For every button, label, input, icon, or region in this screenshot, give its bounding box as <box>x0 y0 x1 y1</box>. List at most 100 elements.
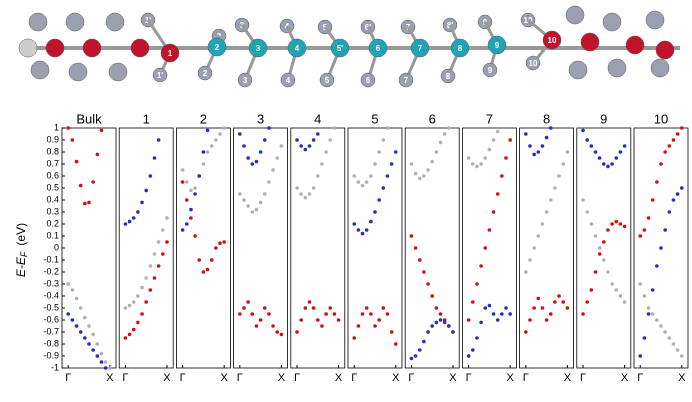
atom <box>650 58 670 78</box>
y-tick-label: -0.4 <box>43 290 59 300</box>
y-tick-label: 0.7 <box>46 158 59 168</box>
band-point <box>585 210 589 214</box>
band-point <box>655 264 659 268</box>
band-point <box>470 300 475 304</box>
y-tick-label: -1 <box>51 362 59 372</box>
band-point <box>438 140 443 145</box>
band-point <box>320 162 324 166</box>
band-point <box>78 306 83 310</box>
x-tick-label: Γ <box>408 372 414 384</box>
band-point <box>610 222 614 226</box>
band-point <box>487 228 492 232</box>
atom <box>487 35 507 55</box>
band-point <box>95 354 100 358</box>
band-point <box>311 186 316 190</box>
band-point <box>218 132 222 136</box>
band-point <box>434 320 439 325</box>
band-point <box>299 318 303 322</box>
band-point <box>148 174 153 178</box>
y-tick-label: 0.3 <box>46 206 59 216</box>
band-point <box>332 126 337 130</box>
band-point <box>316 132 320 136</box>
band-point <box>646 216 651 220</box>
band-point <box>250 312 255 316</box>
band-point <box>413 171 418 176</box>
panel-frame <box>404 127 460 369</box>
band-point <box>426 282 430 286</box>
band-point <box>655 180 659 184</box>
band-point <box>324 150 328 154</box>
band-point <box>438 318 443 322</box>
panel-title: 1 <box>143 111 150 126</box>
band-point <box>267 180 271 184</box>
band-point <box>385 312 390 316</box>
band-point <box>581 198 585 202</box>
band-point <box>602 258 606 262</box>
band-point <box>360 183 365 188</box>
panel-frame <box>118 127 174 369</box>
atom-label: 7 <box>404 76 409 85</box>
x-tick-label: X <box>506 372 514 384</box>
band-point <box>597 246 602 250</box>
band-point <box>197 174 202 178</box>
y-tick-label: 1 <box>54 122 59 132</box>
band-point <box>667 210 672 214</box>
x-tick-label: Γ <box>294 372 300 384</box>
band-point <box>136 320 140 325</box>
band-point <box>165 240 169 244</box>
band-point <box>622 224 627 229</box>
x-tick-label: X <box>278 372 286 384</box>
band-point <box>271 168 275 172</box>
band-point <box>254 324 259 328</box>
band-point <box>316 318 320 322</box>
atom <box>565 5 585 25</box>
band-point <box>95 342 100 346</box>
atom <box>319 72 335 88</box>
band-point <box>650 288 655 292</box>
band-point <box>356 180 361 184</box>
band-point <box>585 138 589 142</box>
band-point <box>430 159 435 164</box>
band-point <box>66 282 71 286</box>
band-point <box>548 126 553 130</box>
band-point <box>602 162 606 166</box>
band-point <box>258 200 263 205</box>
band-point <box>99 351 104 356</box>
atom-label: 1 <box>168 49 173 58</box>
band-point <box>659 246 663 250</box>
band-point <box>389 330 394 334</box>
band-point <box>103 366 108 370</box>
band-point <box>544 318 549 322</box>
band-point <box>70 138 75 142</box>
band-point <box>504 306 508 310</box>
band-point <box>193 234 197 238</box>
panel-frame <box>175 127 231 369</box>
band-point <box>540 144 545 148</box>
band-point <box>267 126 271 130</box>
band-point <box>540 306 545 310</box>
atom-label: 7 <box>418 44 423 53</box>
band-point <box>679 186 684 190</box>
band-point <box>417 176 422 181</box>
band-point <box>222 126 226 130</box>
band-point <box>483 246 488 250</box>
band-point <box>275 330 280 334</box>
band-point <box>553 186 557 190</box>
band-point <box>434 150 439 154</box>
band-point <box>614 219 619 224</box>
band-point <box>548 198 553 202</box>
atom-label: 8 <box>458 44 463 53</box>
band-point <box>602 240 606 244</box>
y-tick-label: 0.6 <box>46 170 59 180</box>
band-point <box>222 240 226 244</box>
panel-frame <box>347 127 403 369</box>
band-point <box>189 207 193 212</box>
band-point <box>193 192 197 196</box>
band-point <box>409 356 414 361</box>
band-point <box>369 312 373 316</box>
panel-frame <box>61 127 117 369</box>
x-tick-label: X <box>392 372 400 384</box>
band-point <box>642 228 647 232</box>
band-point <box>426 330 430 334</box>
y-tick-label: 0.5 <box>46 182 59 192</box>
